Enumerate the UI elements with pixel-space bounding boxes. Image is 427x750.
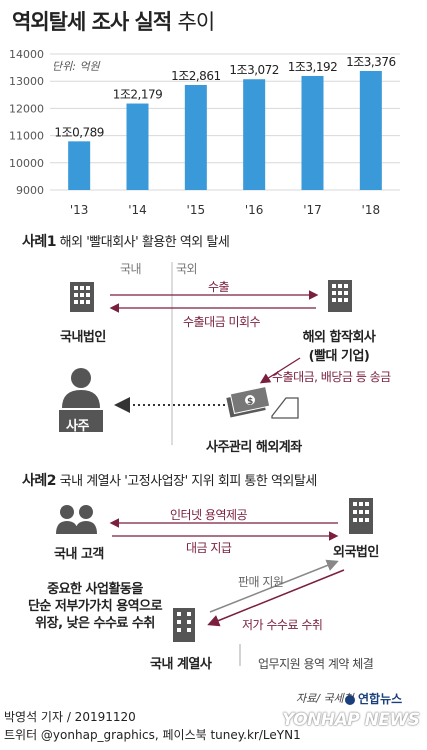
case1-label: 사례1: [22, 234, 57, 250]
x-tick-label: '15: [187, 203, 206, 217]
y-tick-label: 12000: [9, 102, 44, 115]
owner-label: 사주: [66, 419, 89, 434]
remit-label: 수출대금, 배당금 등 송금: [272, 370, 391, 384]
case2-description: 국내 계열사 '고정사업장' 지위 회피 통한 역외탈세: [59, 474, 318, 489]
building-icon: [70, 282, 94, 312]
bar: [184, 84, 207, 190]
bar-data-label: 1조3,192: [288, 60, 338, 74]
foreign-jv-line1: 해외 합작회사: [302, 330, 376, 345]
x-tick-label: '16: [245, 203, 264, 217]
chart-x-ticks: '13 '14 '15 '16 '17 '18: [70, 203, 380, 217]
foreign-jv-line2: (빨대 기업): [308, 349, 370, 364]
disguise-line1: 중요한 사업활동을: [47, 582, 143, 597]
bar-data-label: 1조2,861: [171, 69, 221, 83]
bar: [126, 103, 149, 190]
affiliate-label: 국내 계열사: [150, 657, 212, 672]
domestic-label: 국내: [120, 262, 142, 276]
disguise-line2: 단순 저부가가치 용역으로: [27, 599, 163, 614]
sales-support-label: 판매 지원: [238, 575, 284, 589]
export-label: 수출: [208, 280, 230, 294]
brand-english: YONHAP NEWS: [282, 710, 420, 730]
person-icon: [62, 368, 100, 408]
internet-service-label: 인터넷 용역제공: [170, 508, 248, 522]
low-fee-arrow: [207, 569, 345, 627]
foreign-corp-label: 외국법인: [333, 545, 379, 560]
bar-data-label: 1조0,789: [54, 125, 104, 139]
x-tick-label: '17: [303, 203, 322, 217]
brand-korean: 연합뉴스: [345, 690, 402, 707]
yonhap-logo-icon: [345, 694, 355, 705]
y-tick-label: 9000: [16, 184, 44, 197]
cash-icon: $: [226, 385, 271, 418]
bar: [359, 70, 382, 190]
chart-y-ticks: 14000 13000 12000 11000 10000 9000: [9, 48, 44, 197]
building-icon: [349, 498, 373, 534]
x-tick-label: '13: [70, 203, 89, 217]
chart-unit-label: 단위: 억원: [52, 60, 101, 73]
y-tick-label: 11000: [9, 130, 44, 143]
customers-icon: [56, 505, 97, 534]
brand-korean-text: 연합뉴스: [358, 692, 403, 706]
y-tick-label: 14000: [9, 48, 44, 61]
bar-data-label: 1조2,179: [113, 88, 163, 102]
case2-label: 사례2: [22, 473, 57, 489]
unpaid-label: 수출대금 미회수: [183, 315, 261, 329]
svg-text:$: $: [247, 397, 253, 407]
bar: [68, 141, 91, 190]
bar-data-label: 1조3,072: [229, 63, 279, 77]
x-tick-label: '18: [362, 203, 381, 217]
sales-support-arrow: [209, 559, 339, 613]
chart-grid: [50, 53, 400, 191]
bankbook-icon: [271, 397, 299, 419]
contract-label: 업무지원 용역 계약 체결: [258, 657, 374, 671]
source-label: 자료/ 국세청: [296, 692, 354, 705]
building-icon: [173, 608, 195, 642]
foreign-jv-label: 해외 합작회사 (빨대 기업): [284, 326, 394, 364]
payment-label: 대금 지급: [186, 541, 232, 555]
bar-chart: 1조0,789 1조2,179 1조2,861 1조3,072 1조3,192 1조3,3…: [9, 48, 400, 217]
case1-description: 해외 '빨대회사' 활용한 역외 탈세: [59, 235, 230, 250]
remit-arrow: [259, 357, 301, 384]
account-label: 사주관리 해외계좌: [206, 440, 302, 455]
bar-data-label: 1조3,376: [346, 55, 396, 69]
disguise-line3: 위장, 낮은 수수료 수취: [35, 616, 155, 631]
customers-label: 국내 고객: [54, 547, 104, 562]
building-icon: [328, 280, 352, 312]
domestic-corp-label: 국내법인: [60, 330, 106, 345]
case2-title: 사례2 국내 계열사 '고정사업장' 지위 회피 통한 역외탈세: [22, 470, 317, 490]
reporter-credit: 박영석 기자 / 20191120: [4, 710, 136, 724]
y-tick-label: 13000: [9, 75, 44, 88]
y-tick-label: 10000: [9, 157, 44, 170]
chart-bars: [68, 70, 382, 190]
low-fee-label: 저가 수수료 수취: [242, 618, 323, 632]
case2-diagram: [56, 498, 373, 666]
chart-data-labels: 1조0,789 1조2,179 1조2,861 1조3,072 1조3,192 1조3,3…: [54, 55, 396, 139]
foreign-label: 국외: [176, 262, 198, 276]
case1-title: 사례1 해외 '빨대회사' 활용한 역외 탈세: [22, 231, 230, 251]
disguise-note: 중요한 사업활동을 단순 저부가가치 용역으로 위장, 낮은 수수료 수취: [10, 581, 180, 632]
bar: [301, 75, 324, 190]
social-links: 트위터 @yonhap_graphics, 페이스북 tuney.kr/LeYN…: [4, 728, 301, 742]
page-title: 역외탈세 조사 실적 추이: [12, 6, 216, 36]
title-bold: 역외탈세 조사 실적: [12, 10, 172, 34]
owner-badge: [59, 410, 103, 432]
title-light: 추이: [177, 10, 216, 34]
bar: [243, 79, 266, 190]
x-tick-label: '14: [128, 203, 147, 217]
case1-diagram: $: [59, 262, 352, 445]
